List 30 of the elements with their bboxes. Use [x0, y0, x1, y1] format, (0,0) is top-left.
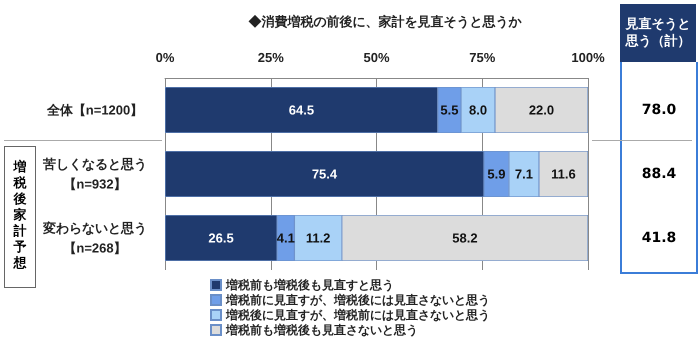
y-tick-label: 苦しくなると思う【n=932】 — [42, 156, 147, 192]
data-label: 7.1 — [514, 166, 533, 182]
x-tick-label: 0% — [156, 50, 175, 65]
y-tick-label: 全体【n=1200】 — [46, 102, 144, 118]
text: 増税後家計予想 — [12, 160, 28, 272]
x-tick-label: 50% — [363, 50, 390, 65]
text: 見直そうと思う（計） — [620, 4, 696, 62]
legend-label: 増税前に見直すが、増税後には見直さないと思う — [225, 293, 490, 307]
data-label: 4.1 — [276, 230, 295, 246]
data-label: 64.5 — [288, 102, 314, 118]
data-label: 22.0 — [528, 102, 554, 118]
legend-label: 増税後に見直すが、増税前には見直さないと思う — [225, 308, 490, 322]
text: 78.0 — [640, 102, 678, 118]
x-tick-label: 25% — [258, 50, 284, 65]
text: 88.4 — [640, 166, 678, 182]
legend-label: 増税前も増税後も見直さないと思う — [225, 323, 418, 337]
chart-title: ◆消費増税の前後に、家計を見直そうと思うか — [248, 14, 522, 29]
x-tick-label: 75% — [469, 50, 496, 65]
data-label: 75.4 — [312, 166, 338, 182]
data-label: 5.5 — [440, 102, 459, 118]
data-label: 26.5 — [208, 230, 234, 246]
data-label: 8.0 — [468, 102, 488, 118]
legend-label: 増税前も増税後も見直すと思う — [225, 278, 394, 292]
text: 41.8 — [640, 230, 678, 246]
data-label: 58.2 — [452, 230, 478, 246]
y-tick-label: 変わらないと思う【n=268】 — [42, 220, 147, 256]
data-label: 5.9 — [487, 166, 506, 182]
x-tick-label: 100% — [571, 50, 606, 65]
data-label: 11.6 — [551, 166, 576, 182]
data-label: 11.2 — [306, 230, 330, 246]
